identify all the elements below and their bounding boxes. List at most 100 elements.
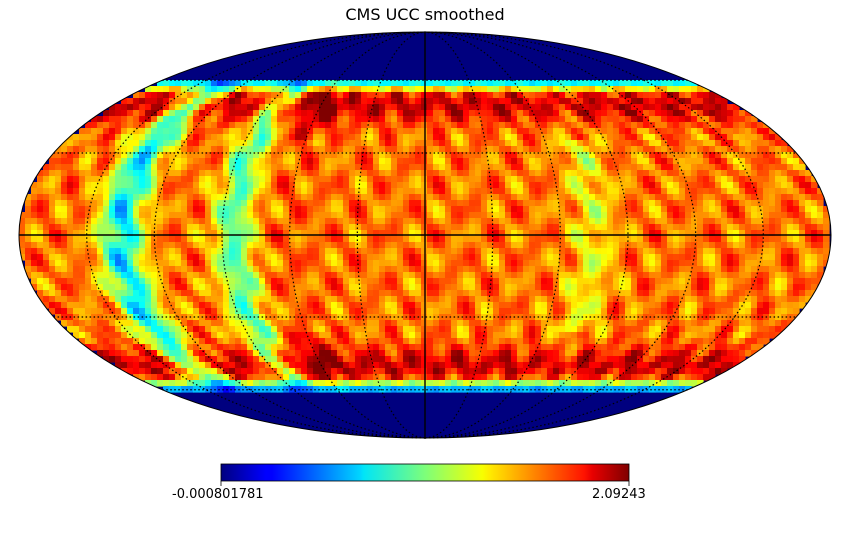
heatmap-cell <box>211 206 218 213</box>
heatmap-cell <box>229 140 236 147</box>
heatmap-cell <box>721 98 728 105</box>
heatmap-cell <box>481 110 488 117</box>
heatmap-cell <box>799 272 806 279</box>
heatmap-cell <box>691 230 698 237</box>
heatmap-cell <box>163 212 170 219</box>
heatmap-cell <box>595 272 602 279</box>
heatmap-cell <box>295 230 302 237</box>
heatmap-cell <box>121 152 128 159</box>
heatmap-cell <box>769 128 776 135</box>
heatmap-cell <box>661 278 668 285</box>
heatmap-cell <box>115 188 122 195</box>
heatmap-cell <box>331 254 338 261</box>
heatmap-cell <box>547 104 554 111</box>
heatmap-cell <box>487 194 494 201</box>
heatmap-cell <box>523 236 530 243</box>
heatmap-cell <box>697 200 704 207</box>
heatmap-cell <box>355 158 362 165</box>
heatmap-cell <box>115 260 122 267</box>
heatmap-cell <box>283 98 290 105</box>
heatmap-cell <box>79 200 86 207</box>
heatmap-cell <box>79 284 86 291</box>
heatmap-cell <box>607 266 614 273</box>
heatmap-cell <box>631 302 638 309</box>
heatmap-cell <box>217 170 224 177</box>
heatmap-cell <box>301 278 308 285</box>
heatmap-cell <box>403 158 410 165</box>
heatmap-cell <box>139 104 146 111</box>
heatmap-cell <box>553 206 560 213</box>
heatmap-cell <box>757 152 764 159</box>
heatmap-cell <box>781 218 788 225</box>
heatmap-cell <box>37 242 44 249</box>
heatmap-cell <box>475 104 482 111</box>
heatmap-cell <box>367 206 374 213</box>
heatmap-cell <box>511 308 518 315</box>
heatmap-cell <box>703 308 710 315</box>
heatmap-cell <box>229 170 236 177</box>
heatmap-cell <box>793 200 800 207</box>
heatmap-cell <box>223 302 230 309</box>
heatmap-cell <box>535 146 542 153</box>
heatmap-cell <box>409 308 416 315</box>
heatmap-cell <box>355 134 362 141</box>
heatmap-cell <box>181 110 188 117</box>
heatmap-cell <box>373 170 380 177</box>
heatmap-cell <box>331 122 338 129</box>
heatmap-cell <box>217 224 224 231</box>
heatmap-cell <box>583 290 590 297</box>
heatmap-cell <box>223 92 230 99</box>
heatmap-cell <box>367 122 374 129</box>
heatmap-cell <box>409 296 416 303</box>
heatmap-cell <box>817 272 824 279</box>
heatmap-cell <box>511 296 518 303</box>
heatmap-cell <box>631 278 638 285</box>
heatmap-cell <box>229 260 236 267</box>
heatmap-cell <box>241 128 248 135</box>
heatmap-cell <box>181 146 188 153</box>
heatmap-cell <box>121 230 128 237</box>
heatmap-cell <box>535 236 542 243</box>
heatmap-cell <box>589 92 596 99</box>
heatmap-cell <box>661 110 668 117</box>
heatmap-cell <box>385 224 392 231</box>
heatmap-cell <box>553 80 560 87</box>
heatmap-cell <box>817 224 824 231</box>
heatmap-cell <box>469 86 476 93</box>
heatmap-cell <box>265 284 272 291</box>
heatmap-cell <box>415 146 422 153</box>
heatmap-cell <box>469 236 476 243</box>
heatmap-cell <box>139 176 146 183</box>
heatmap-cell <box>241 272 248 279</box>
heatmap-cell <box>187 80 194 87</box>
heatmap-cell <box>283 242 290 249</box>
heatmap-cell <box>727 110 734 117</box>
heatmap-cell <box>547 80 554 87</box>
heatmap-cell <box>691 134 698 141</box>
heatmap-cell <box>325 80 332 87</box>
heatmap-cell <box>295 248 302 255</box>
heatmap-cell <box>523 176 530 183</box>
heatmap-cell <box>91 290 98 297</box>
heatmap-cell <box>205 164 212 171</box>
heatmap-cell <box>463 218 470 225</box>
heatmap-cell <box>361 248 368 255</box>
heatmap-cell <box>637 164 644 171</box>
heatmap-cell <box>649 86 656 93</box>
heatmap-cell <box>463 128 470 135</box>
heatmap-cell <box>535 272 542 279</box>
heatmap-cell <box>385 218 392 225</box>
heatmap-cell <box>157 104 164 111</box>
heatmap-cell <box>649 104 656 111</box>
heatmap-cell <box>769 236 776 243</box>
heatmap-cell <box>463 296 470 303</box>
heatmap-cell <box>823 254 830 261</box>
heatmap-cell <box>397 254 404 261</box>
heatmap-cell <box>751 290 758 297</box>
heatmap-cell <box>325 116 332 123</box>
heatmap-cell <box>91 302 98 309</box>
heatmap-cell <box>451 140 458 147</box>
heatmap-cell <box>283 248 290 255</box>
heatmap-cell <box>415 236 422 243</box>
heatmap-cell <box>745 182 752 189</box>
